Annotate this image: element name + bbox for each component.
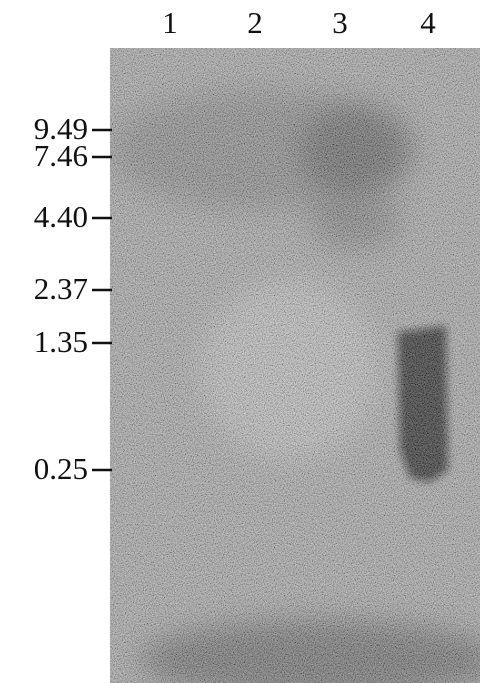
gel xyxy=(110,48,486,683)
lane-label: 1 xyxy=(162,5,178,40)
marker-label: 1.35 xyxy=(34,324,88,359)
marker-label: 7.46 xyxy=(34,138,88,173)
marker-label: 4.40 xyxy=(34,199,88,234)
lane-labels: 1 2 3 4 xyxy=(162,5,436,40)
marker-labels: 9.497.464.402.371.350.25 xyxy=(34,111,112,486)
marker-label: 2.37 xyxy=(34,271,88,306)
blot-figure: 1234 9.497.464.402.371.350.25 xyxy=(0,0,486,683)
lane-label: 2 xyxy=(247,5,263,40)
lane-label: 4 xyxy=(420,5,436,40)
lane-label: 3 xyxy=(332,5,348,40)
marker-label: 0.25 xyxy=(34,451,88,486)
